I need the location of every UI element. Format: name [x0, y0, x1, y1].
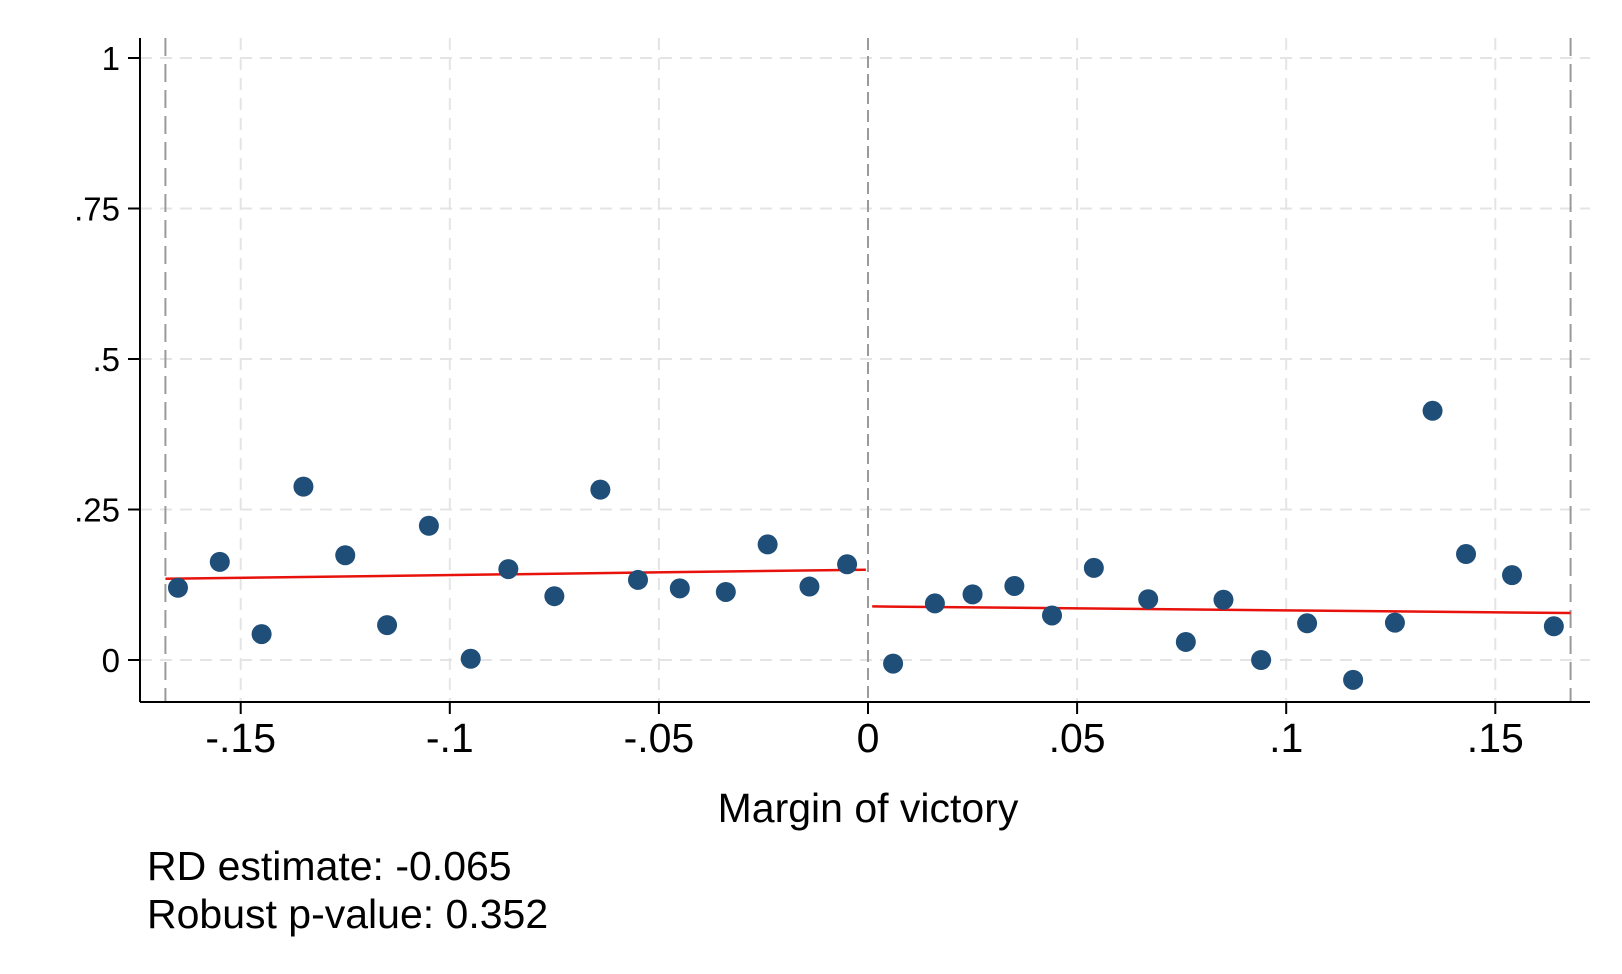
data-point [498, 559, 519, 580]
data-point [757, 534, 778, 555]
robust-p-value-note: Robust p-value: 0.352 [147, 891, 549, 937]
x-tick-label: -.1 [426, 715, 474, 761]
fit-line [872, 605, 1571, 615]
x-tick-label: -.15 [205, 715, 276, 761]
x-tick-label: 0 [857, 715, 880, 761]
data-point [627, 569, 648, 590]
data-point [799, 576, 820, 597]
data-points [167, 400, 1564, 690]
data-point [1384, 612, 1405, 633]
data-point [460, 648, 481, 669]
data-point [837, 554, 858, 575]
axes [128, 38, 1590, 714]
data-point [1502, 565, 1523, 586]
x-tick-label: .1 [1269, 715, 1303, 761]
x-tick-label: .15 [1467, 715, 1524, 761]
data-point [1004, 575, 1025, 596]
y-tick-label: .75 [74, 191, 120, 228]
data-point [1297, 613, 1318, 634]
data-point [1456, 544, 1477, 565]
data-point [251, 624, 272, 645]
data-point [669, 578, 690, 599]
data-point [1213, 589, 1234, 610]
data-point [1175, 631, 1196, 652]
data-point [544, 586, 565, 607]
y-tick-label: .25 [74, 492, 120, 529]
reference-lines [164, 38, 1572, 702]
data-point [924, 593, 945, 614]
data-point [590, 479, 611, 500]
data-point [209, 551, 230, 572]
data-point [418, 515, 439, 536]
data-point [1083, 557, 1104, 578]
rd-estimate-note: RD estimate: -0.065 [147, 843, 512, 889]
data-point [377, 615, 398, 636]
data-point [1251, 650, 1272, 670]
data-point [167, 577, 188, 598]
grid-lines [140, 38, 1590, 702]
y-tick-label: 1 [102, 40, 120, 77]
data-point [1543, 616, 1564, 637]
data-point [962, 584, 983, 605]
y-tick-label: .5 [92, 341, 120, 378]
x-axis-label: Margin of victory [718, 785, 1019, 831]
data-point [1343, 669, 1364, 690]
x-tick-label: -.05 [624, 715, 695, 761]
x-tick-label: .05 [1049, 715, 1106, 761]
tick-labels: 0 .25 .5 .75 1 -.15 -.1 -.05 0 .05 .1 .15 [74, 40, 1524, 761]
data-point [715, 581, 736, 602]
data-point [293, 476, 314, 497]
data-point [1138, 589, 1159, 610]
data-point [883, 653, 904, 674]
data-point [1042, 605, 1063, 626]
data-point [1422, 400, 1443, 421]
data-point [335, 545, 356, 566]
y-tick-label: 0 [102, 642, 120, 679]
